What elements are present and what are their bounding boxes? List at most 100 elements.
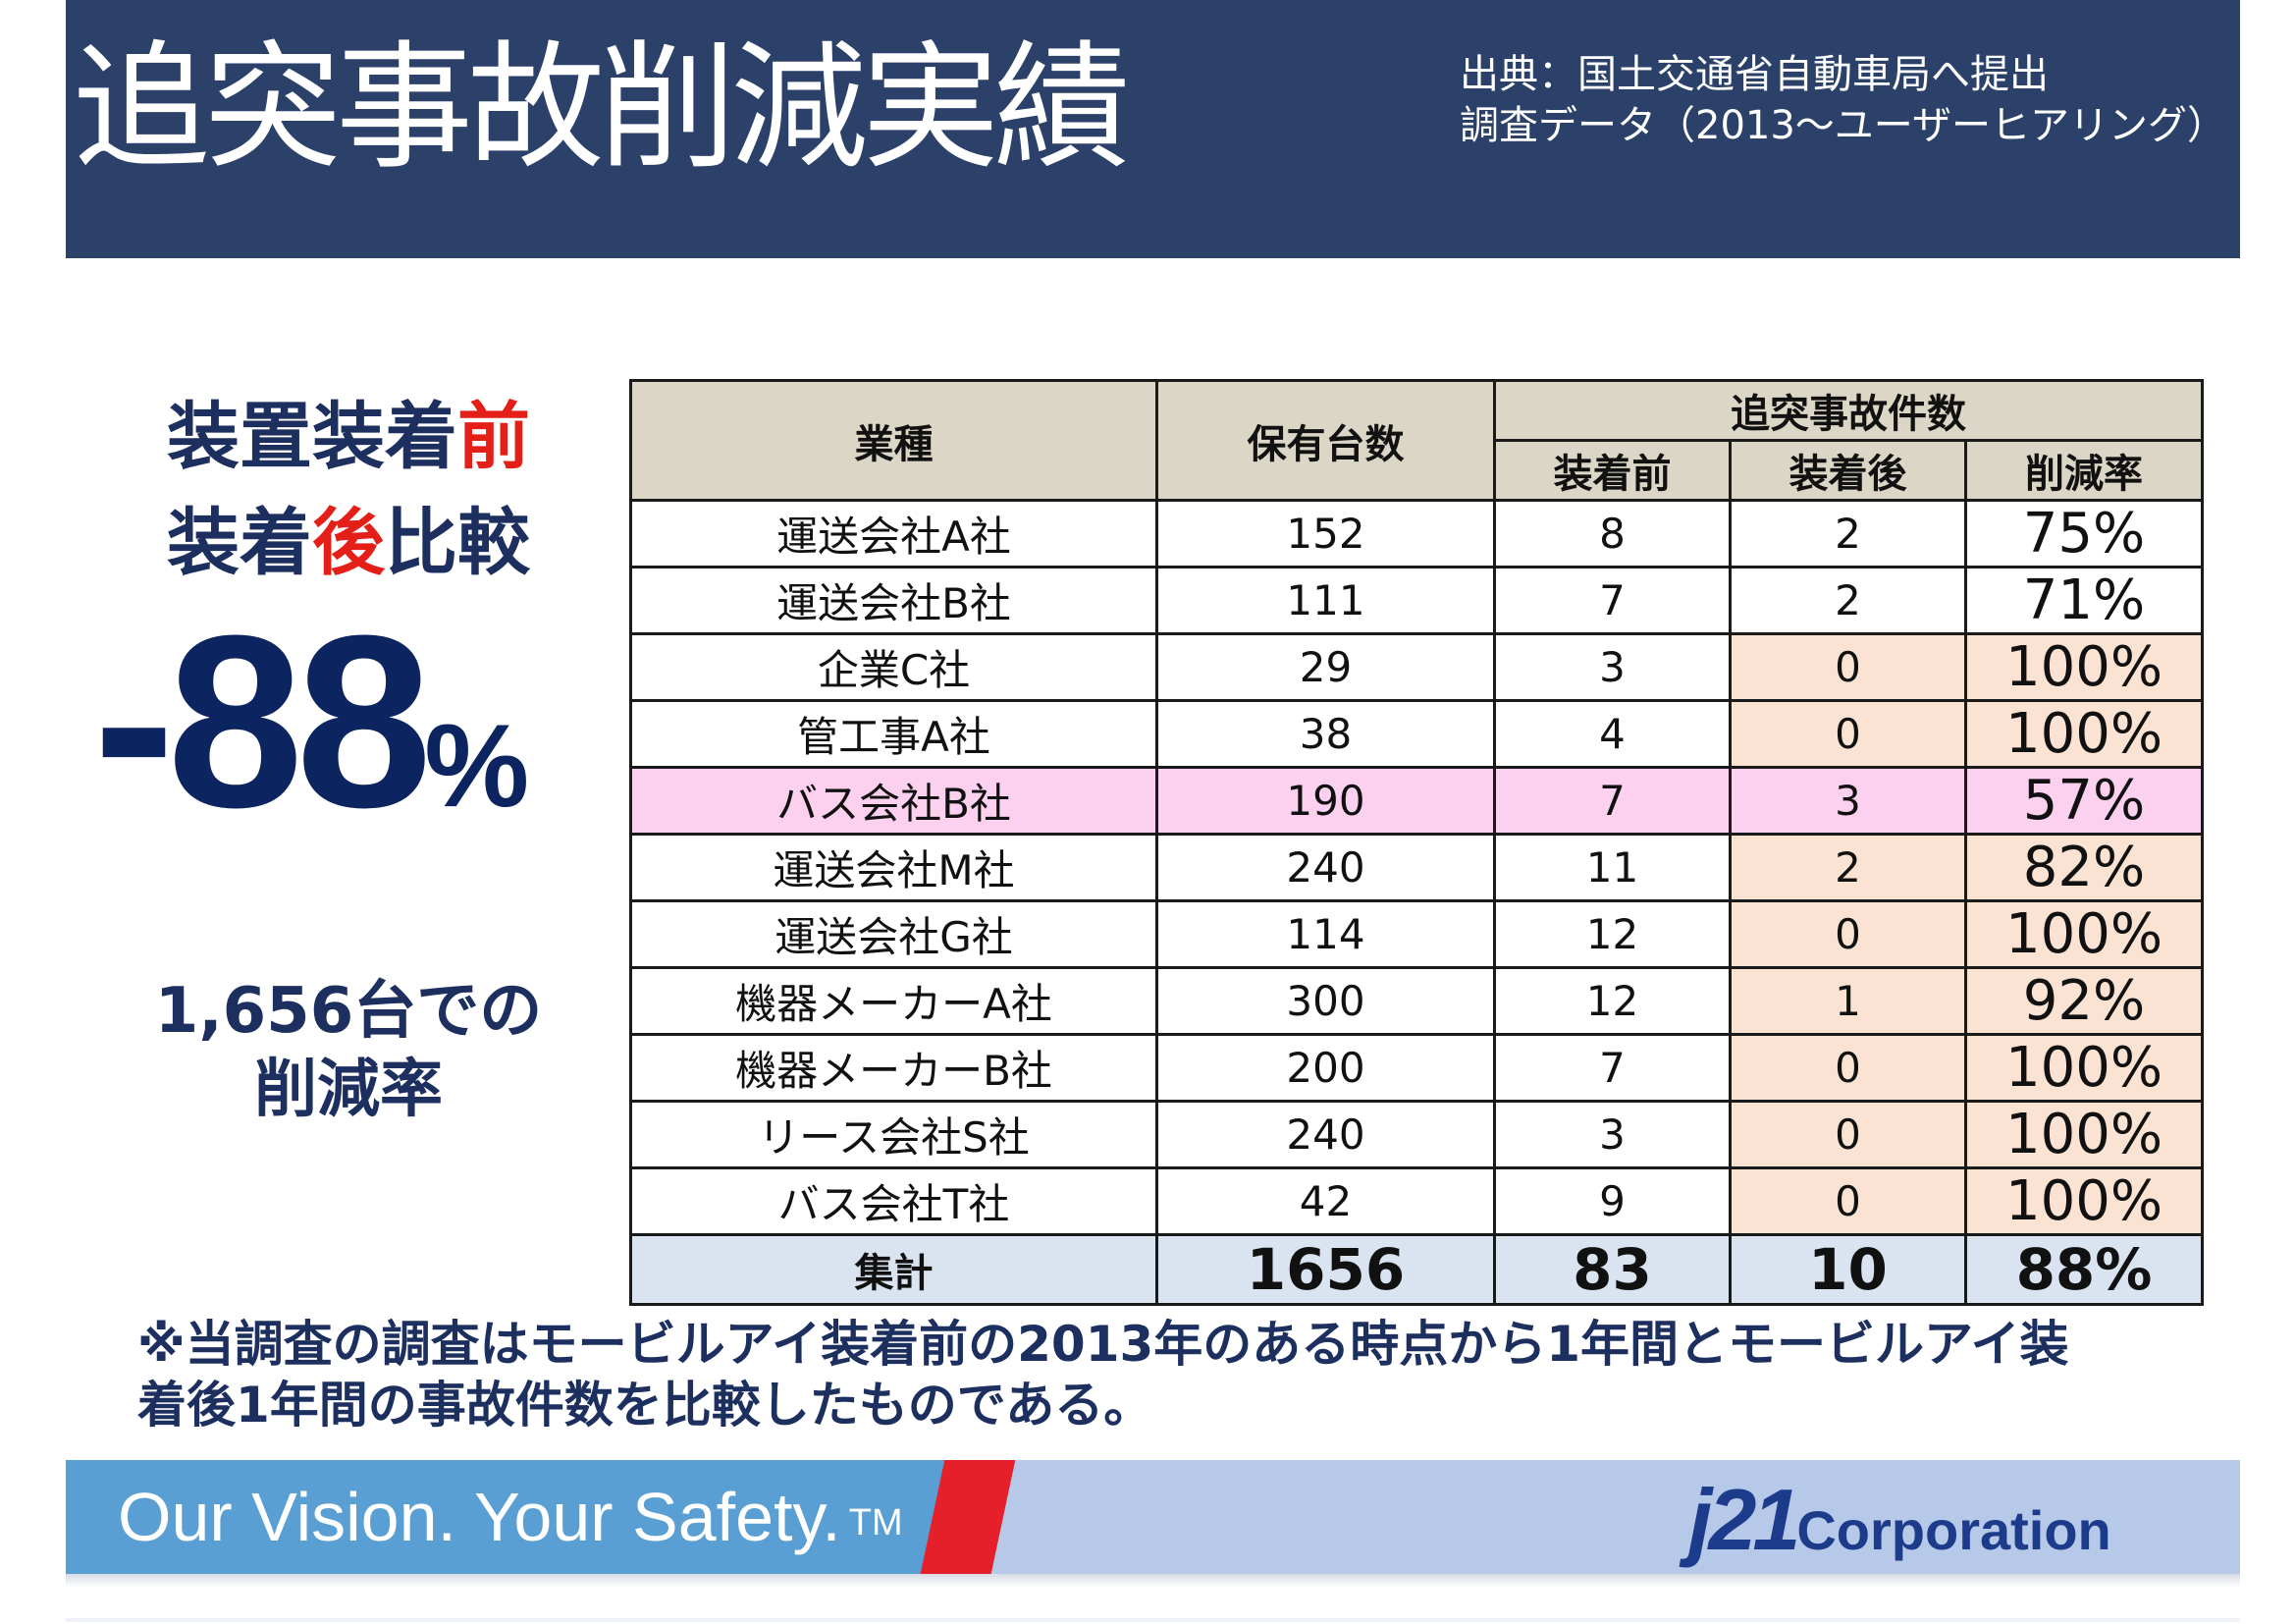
banner-left [66, 1460, 1008, 1574]
cell-after: 0 [1729, 699, 1967, 769]
banner-right [982, 1460, 2240, 1574]
cell-before: 9 [1493, 1166, 1732, 1236]
cell-before: 3 [1493, 1100, 1732, 1169]
cell-vehicles: 42 [1155, 1166, 1496, 1236]
table-row: 機器メーカーA社 300 12 1 92% [629, 966, 2204, 1036]
cell-industry: リース会社S社 [629, 1100, 1158, 1169]
cell-before: 7 [1493, 566, 1732, 635]
cell-industry: 運送会社B社 [629, 566, 1158, 635]
source-line-1: 出典：国土交通省自動車局へ提出 [1460, 52, 2049, 97]
tagline: Our Vision. Your Safety. TM [118, 1473, 903, 1561]
cell-rate: 82% [1964, 833, 2204, 902]
source-line-2: 調査データ（2013～ユーザーヒアリング） [1460, 103, 2226, 148]
reduction-rate-caption: 1,656台での 削減率 [98, 972, 599, 1129]
logo-mark: j21 [1688, 1471, 1800, 1568]
company-logo: j21Corporation [1688, 1476, 2111, 1575]
comparison-heading-line1: 装置装着前 [98, 393, 599, 481]
header-accidents: 追突事故件数 [1493, 379, 2204, 442]
heading-emphasis-after: 後 [312, 501, 385, 585]
cell-after: 0 [1729, 899, 1967, 969]
table-total-row: 集計 1656 83 10 88% [629, 1233, 2204, 1306]
cell-industry: 運送会社M社 [629, 833, 1158, 902]
cell-after: 2 [1729, 499, 1967, 568]
table-row: 管工事A社 38 4 0 100% [629, 699, 2204, 769]
source-note: 出典：国土交通省自動車局へ提出 調査データ（2013～ユーザーヒアリング） [1460, 49, 2226, 151]
table-row: 機器メーカーB社 200 7 0 100% [629, 1033, 2204, 1103]
total-before: 83 [1493, 1233, 1732, 1306]
cell-after: 0 [1729, 1100, 1967, 1169]
header-after: 装着後 [1729, 439, 1967, 502]
total-vehicles: 1656 [1155, 1233, 1496, 1306]
heading-text: 装着 [167, 501, 312, 585]
cell-after: 2 [1729, 833, 1967, 902]
banner-shadow [66, 1574, 2240, 1588]
cell-vehicles: 38 [1155, 699, 1496, 769]
header-bar [66, 0, 2240, 258]
cell-vehicles: 240 [1155, 833, 1496, 902]
table-row: バス会社B社 190 7 3 57% [629, 766, 2204, 836]
cell-rate: 92% [1964, 966, 2204, 1036]
cell-vehicles: 300 [1155, 966, 1496, 1036]
table-row: 運送会社G社 114 12 0 100% [629, 899, 2204, 969]
heading-emphasis-before: 前 [457, 395, 530, 479]
header-rate: 削減率 [1964, 439, 2204, 502]
cell-rate: 100% [1964, 899, 2204, 969]
cell-industry: 企業C社 [629, 632, 1158, 702]
header-industry: 業種 [629, 379, 1158, 502]
footnote-line-2: 着後1年間の事故件数を比較したものである。 [137, 1377, 1153, 1434]
cell-industry: 機器メーカーB社 [629, 1033, 1158, 1103]
cell-after: 0 [1729, 1033, 1967, 1103]
caption-line-2: 削減率 [254, 1054, 443, 1126]
bottom-rule [66, 1618, 2240, 1622]
cell-rate: 100% [1964, 1166, 2204, 1236]
cell-rate: 100% [1964, 1033, 2204, 1103]
total-rate: 88% [1964, 1233, 2204, 1306]
cell-before: 3 [1493, 632, 1732, 702]
cell-vehicles: 200 [1155, 1033, 1496, 1103]
cell-vehicles: 114 [1155, 899, 1496, 969]
caption-line-1: 1,656台での [154, 975, 543, 1048]
heading-text: 比較 [385, 501, 530, 585]
page-title: 追突事故削減実績 [73, 28, 1131, 189]
heading-text: 装置装着 [167, 395, 457, 479]
header-vehicles: 保有台数 [1155, 379, 1496, 502]
logo-name: Corporation [1796, 1499, 2111, 1561]
cell-before: 7 [1493, 766, 1732, 836]
cell-after: 0 [1729, 632, 1967, 702]
cell-before: 12 [1493, 899, 1732, 969]
table-row: 運送会社B社 111 7 2 71% [629, 566, 2204, 635]
cell-vehicles: 29 [1155, 632, 1496, 702]
footnote-line-1: ※当調査の調査はモービルアイ装着前の2013年のある時点から1年間とモービルアイ… [137, 1316, 2069, 1373]
table-row: 運送会社A社 152 8 2 75% [629, 499, 2204, 568]
reduction-rate-value: -88 [93, 584, 432, 858]
cell-rate: 100% [1964, 1100, 2204, 1169]
header-before: 装着前 [1493, 439, 1732, 502]
cell-before: 4 [1493, 699, 1732, 769]
cell-vehicles: 190 [1155, 766, 1496, 836]
cell-after: 1 [1729, 966, 1967, 1036]
trademark-mark: TM [848, 1502, 903, 1543]
table-row: リース会社S社 240 3 0 100% [629, 1100, 2204, 1169]
total-after: 10 [1729, 1233, 1967, 1306]
cell-after: 3 [1729, 766, 1967, 836]
table-row: バス会社T社 42 9 0 100% [629, 1166, 2204, 1236]
cell-before: 7 [1493, 1033, 1732, 1103]
cell-rate: 100% [1964, 699, 2204, 769]
cell-industry: バス会社T社 [629, 1166, 1158, 1236]
cell-before: 8 [1493, 499, 1732, 568]
footnote: ※当調査の調査はモービルアイ装着前の2013年のある時点から1年間とモービルアイ… [137, 1314, 2101, 1435]
comparison-heading-line2: 装着後比較 [98, 499, 599, 587]
cell-rate: 57% [1964, 766, 2204, 836]
cell-industry: 運送会社G社 [629, 899, 1158, 969]
cell-industry: 運送会社A社 [629, 499, 1158, 568]
cell-rate: 75% [1964, 499, 2204, 568]
tagline-text: Our Vision. Your Safety. [118, 1479, 841, 1555]
cell-industry: 機器メーカーA社 [629, 966, 1158, 1036]
cell-after: 0 [1729, 1166, 1967, 1236]
cell-vehicles: 240 [1155, 1100, 1496, 1169]
table-row: 運送会社M社 240 11 2 82% [629, 833, 2204, 902]
cell-after: 2 [1729, 566, 1967, 635]
reduction-rate-unit: % [424, 700, 530, 832]
reduction-rate-big: -88% [93, 599, 623, 844]
table-row: 企業C社 29 3 0 100% [629, 632, 2204, 702]
